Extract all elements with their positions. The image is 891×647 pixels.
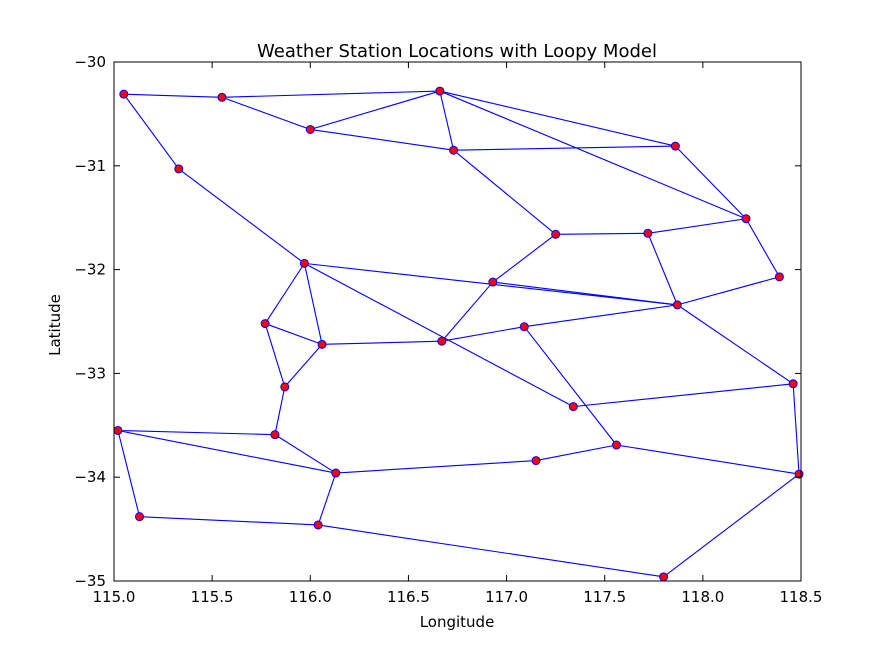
- edge-line: [274, 386, 286, 435]
- edge-line: [117, 430, 141, 517]
- edge-line: [221, 90, 440, 98]
- x-tick-label: 115.0: [93, 588, 136, 606]
- station-point: [551, 229, 561, 239]
- station-point: [488, 277, 498, 287]
- edge-line: [439, 90, 455, 151]
- edge-line: [178, 168, 305, 264]
- edge-line: [677, 304, 794, 385]
- edge-line: [523, 326, 617, 446]
- y-tick-label: −31: [74, 157, 106, 175]
- edge-line: [264, 323, 286, 388]
- station-point: [174, 164, 184, 174]
- edge-line: [123, 93, 222, 98]
- edge-line: [264, 323, 323, 345]
- edge-line: [284, 343, 323, 388]
- x-tick-label: 118.5: [780, 588, 823, 606]
- edge-line: [117, 429, 336, 474]
- plot-frame: [113, 61, 802, 582]
- x-tick-label: 117.0: [485, 588, 528, 606]
- edge-line: [117, 429, 275, 436]
- edge-line: [303, 263, 323, 345]
- edge-line: [647, 218, 747, 234]
- station-point: [260, 319, 270, 329]
- edge-line: [573, 383, 794, 408]
- station-point: [317, 339, 327, 349]
- station-point: [672, 300, 682, 310]
- station-point: [611, 440, 621, 450]
- station-point: [313, 520, 323, 530]
- y-tick-label: −30: [74, 53, 106, 71]
- edge-line: [492, 281, 678, 306]
- x-tick-label: 116.0: [289, 588, 332, 606]
- edge-line: [745, 218, 780, 278]
- station-point: [299, 258, 309, 268]
- station-point: [331, 468, 341, 478]
- edge-line: [439, 90, 747, 220]
- edge-line: [335, 460, 537, 474]
- y-axis-ticks: −30 −31 −32 −33 −34 −35: [74, 53, 801, 590]
- station-point: [113, 425, 123, 435]
- x-tick-label: 115.5: [191, 588, 234, 606]
- station-point: [280, 382, 290, 392]
- edge-line: [221, 96, 311, 130]
- x-axis-label: Longitude: [420, 613, 495, 631]
- station-point: [643, 228, 653, 238]
- edge-line: [453, 145, 676, 151]
- station-point: [217, 92, 227, 102]
- edge-line: [123, 93, 180, 170]
- edge-line: [310, 90, 440, 130]
- edge-line: [535, 444, 617, 462]
- edge-line: [439, 90, 676, 147]
- edge-line: [647, 233, 678, 306]
- station-point: [119, 89, 129, 99]
- y-tick-label: −35: [74, 572, 106, 590]
- y-axis-label: Latitude: [46, 294, 64, 356]
- station-point: [788, 379, 798, 389]
- edge-line: [318, 524, 664, 578]
- x-tick-label: 118.0: [681, 588, 724, 606]
- edge-line: [310, 128, 454, 151]
- station-point: [531, 456, 541, 466]
- edge-line: [524, 304, 678, 328]
- station-point: [741, 214, 751, 224]
- station-point: [659, 572, 669, 582]
- y-tick-label: −32: [74, 261, 106, 279]
- x-tick-label: 117.5: [583, 588, 626, 606]
- station-point: [305, 124, 315, 134]
- station-point: [270, 430, 280, 440]
- station-point: [774, 272, 784, 282]
- y-tick-label: −33: [74, 364, 106, 382]
- edge-line: [317, 472, 337, 526]
- x-axis-ticks: 115.0 115.5 116.0 116.5 117.0 117.5 118.0 118.5: [93, 62, 823, 606]
- station-point: [670, 141, 680, 151]
- edge-line: [264, 263, 305, 324]
- station-point: [449, 145, 459, 155]
- edge-line: [792, 383, 800, 475]
- edge-line: [274, 434, 337, 474]
- y-tick-label: −34: [74, 468, 106, 486]
- station-point: [519, 322, 529, 332]
- edge-line: [322, 340, 442, 345]
- station-point: [435, 86, 445, 96]
- edge-line: [616, 444, 800, 475]
- edge-line: [674, 145, 747, 220]
- edge-line: [677, 276, 780, 306]
- edge-line: [441, 326, 525, 342]
- edge-line: [453, 149, 556, 235]
- edge-line: [492, 233, 556, 283]
- station-point: [135, 512, 145, 522]
- edge-line: [139, 516, 319, 526]
- edge-line: [663, 473, 800, 578]
- edge-line: [441, 281, 494, 342]
- edge-line: [304, 262, 574, 408]
- station-point: [568, 402, 578, 412]
- station-point: [437, 336, 447, 346]
- x-tick-label: 116.5: [387, 588, 430, 606]
- edge-line: [555, 232, 648, 235]
- chart-title: Weather Station Locations with Loopy Mod…: [257, 41, 657, 62]
- station-points: [113, 86, 804, 582]
